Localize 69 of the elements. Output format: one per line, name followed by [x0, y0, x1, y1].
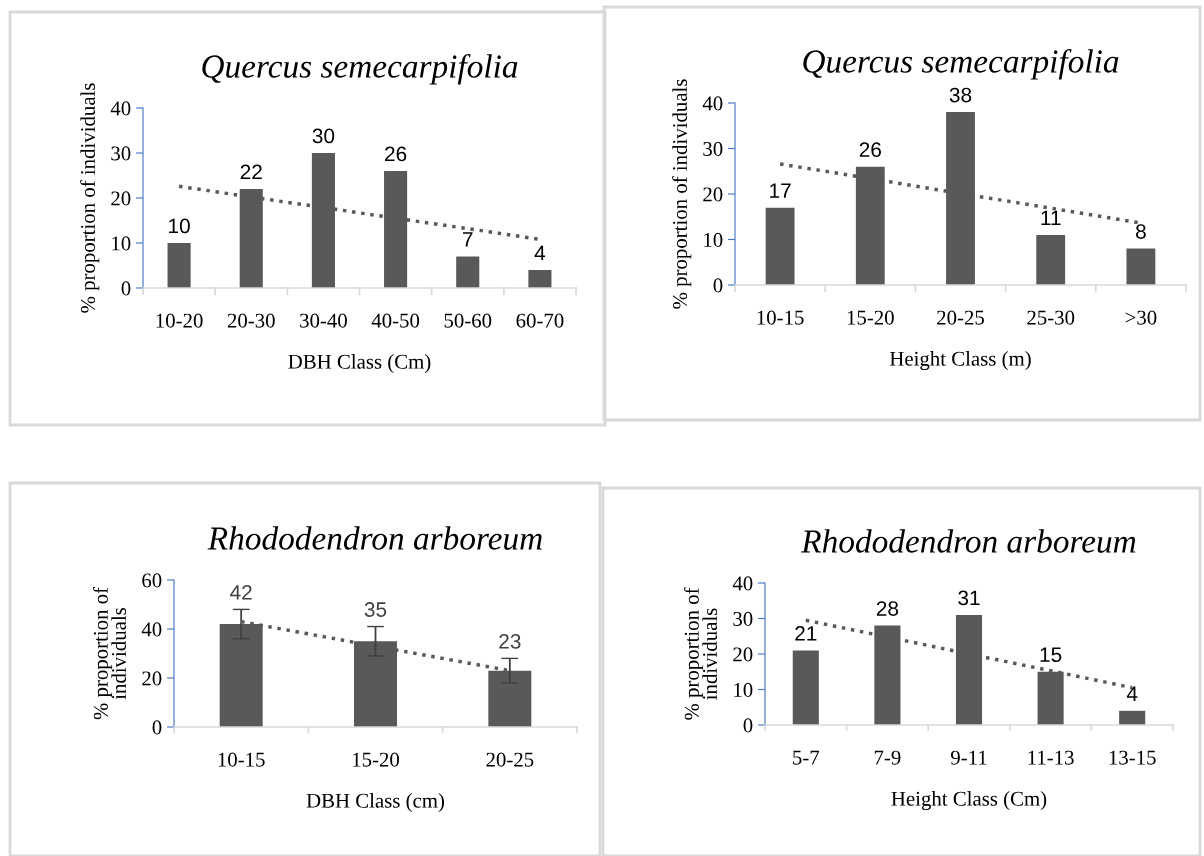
x-axis-title: Height Class (Cm): [891, 791, 1047, 811]
data-label: 35: [364, 602, 387, 617]
y-tick-label: 40: [732, 576, 753, 591]
x-tick-label: 10-15: [757, 310, 804, 325]
data-label: 15: [1040, 647, 1062, 663]
x-tick-label: 25-30: [1027, 310, 1075, 325]
x-tick-label: 15-20: [353, 752, 400, 767]
data-label: 8: [1136, 224, 1146, 239]
y-tick-label: 30: [111, 146, 131, 161]
data-label: 21: [795, 626, 817, 641]
chart-title: Quercus semecarpifolia: [803, 48, 1119, 80]
x-tick-label: 10-15: [218, 752, 265, 767]
y-tick-label: 20: [733, 647, 753, 662]
y-tick-label: 20: [111, 191, 131, 206]
y-tick-label: 30: [733, 611, 753, 626]
y-tick-label: 40: [141, 622, 162, 637]
y-tick-label: 0: [121, 281, 131, 296]
x-axis-title: DBH Class (cm): [306, 793, 445, 813]
data-label: 38: [949, 87, 972, 103]
x-tick-label: 60-70: [516, 313, 564, 328]
data-label: 26: [859, 142, 881, 158]
data-label: 10: [169, 218, 190, 234]
x-tick-label: 20-25: [486, 752, 534, 767]
x-tick-label: 9-11: [950, 750, 987, 765]
y-axis-title: % proportion of individuals: [92, 586, 127, 720]
chart-title: Rhododendron arboreum: [207, 526, 542, 550]
x-tick-label: 20-25: [937, 310, 984, 325]
y-tick-label: 20: [703, 187, 723, 202]
data-label: 11: [1041, 210, 1061, 226]
x-tick-label: 15-20: [847, 310, 894, 325]
x-tick-label: 11-13: [1028, 750, 1074, 765]
y-tick-label: 10: [704, 232, 723, 247]
y-tick-label: 0: [713, 278, 723, 293]
y-axis-title: % proportion of individuals: [672, 79, 692, 309]
y-tick-label: 0: [743, 718, 753, 733]
data-label: 30: [312, 128, 335, 144]
y-axis-title: % proportion of individuals: [683, 587, 718, 720]
x-axis-title: Height Class (m): [889, 351, 1031, 371]
x-tick-label: 7-9: [874, 750, 901, 765]
data-label: 42: [230, 584, 252, 600]
x-tick-label: >30: [1125, 310, 1157, 325]
x-axis-title: DBH Class (Cm): [288, 354, 431, 374]
data-label: 22: [240, 164, 262, 180]
y-tick-label: 40: [702, 96, 723, 111]
x-tick-label: 13-15: [1109, 750, 1156, 765]
data-label: 4: [534, 245, 546, 261]
x-tick-label: 30-40: [300, 313, 347, 328]
x-tick-label: 20-30: [227, 313, 275, 328]
data-label: 4: [1126, 686, 1138, 701]
y-tick-label: 40: [110, 101, 131, 116]
y-tick-label: 10: [112, 236, 131, 251]
y-tick-label: 10: [734, 682, 753, 697]
data-label: 31: [958, 590, 980, 606]
y-tick-label: 30: [703, 141, 723, 156]
y-tick-label: 20: [142, 671, 162, 686]
y-tick-label: 0: [152, 720, 162, 735]
x-tick-label: 50-60: [444, 313, 492, 328]
chart-title: Rhododendron arboreum: [801, 529, 1136, 553]
y-axis-title: % proportion of individuals: [80, 83, 100, 313]
x-tick-label: 40-50: [371, 313, 420, 328]
data-label: 17: [770, 183, 791, 198]
chart-title: Quercus semecarpifolia: [202, 53, 518, 85]
y-tick-label: 60: [142, 573, 162, 588]
x-tick-label: 10-20: [156, 313, 203, 328]
data-label: 26: [385, 146, 407, 162]
x-tick-label: 5-7: [793, 750, 820, 765]
data-label: 7: [463, 232, 473, 247]
data-label: 28: [876, 601, 899, 616]
data-label: 23: [499, 633, 521, 649]
